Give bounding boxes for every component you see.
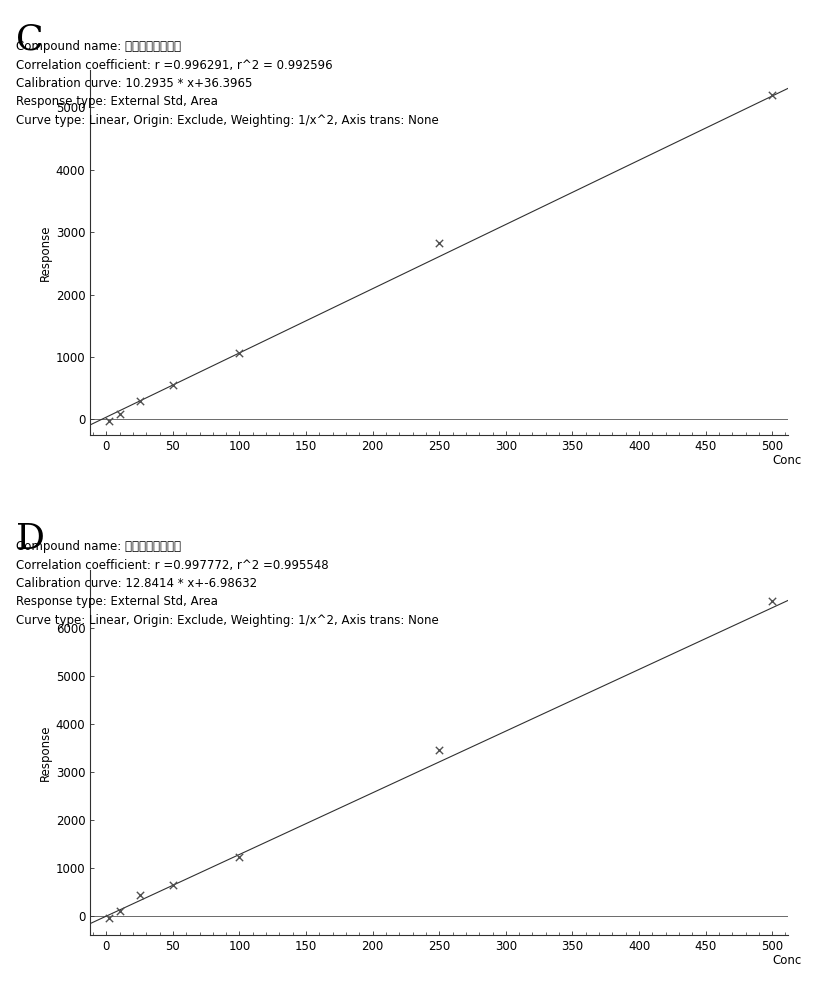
Point [103, 910, 116, 926]
Point [113, 406, 126, 422]
Point [133, 887, 146, 903]
Point [167, 377, 180, 393]
Point [766, 87, 779, 103]
Point [433, 742, 446, 758]
X-axis label: Conc: Conc [773, 954, 802, 967]
Point [433, 235, 446, 251]
Point [167, 877, 180, 893]
Text: C: C [16, 22, 44, 56]
Text: Compound name: 对羟基苯甲酸丙酯
Correlation coefficient: r =0.996291, r^2 = 0.992596
Cal: Compound name: 对羟基苯甲酸丙酯 Correlation coef… [16, 40, 439, 127]
Point [233, 849, 246, 865]
Point [766, 593, 779, 609]
Point [233, 345, 246, 361]
X-axis label: Conc: Conc [773, 454, 802, 467]
Y-axis label: Response: Response [39, 724, 52, 781]
Text: D: D [16, 522, 45, 556]
Point [113, 903, 126, 919]
Text: Compound name: 对羟基苯甲酸丁酯
Correlation coefficient: r =0.997772, r^2 =0.995548
Cali: Compound name: 对羟基苯甲酸丁酯 Correlation coef… [16, 540, 439, 627]
Point [133, 393, 146, 409]
Y-axis label: Response: Response [39, 224, 52, 281]
Point [103, 413, 116, 429]
